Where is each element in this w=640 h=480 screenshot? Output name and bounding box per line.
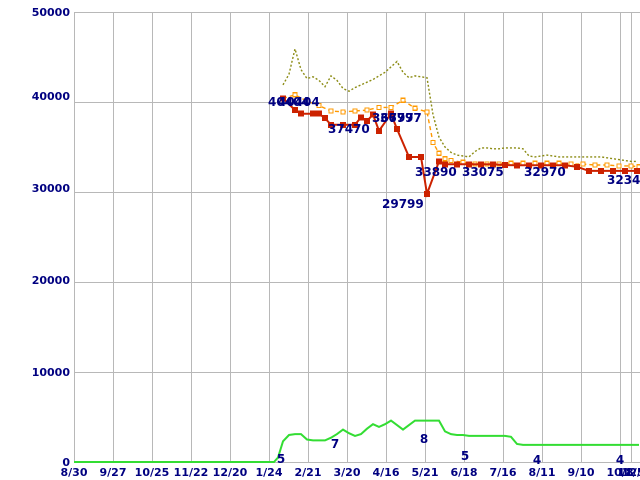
y-tick-label: 40000: [32, 90, 71, 103]
x-tick-label: 6/18: [451, 466, 478, 479]
data-point-label: 5: [277, 452, 285, 466]
series-main-price: [280, 95, 640, 198]
x-tick-label: 12/20: [213, 466, 248, 479]
x-axis-tick-labels: 8/30 9/27 10/25 11/22 12/20 1/24 2/21 3/20 4/16 5…: [61, 466, 640, 479]
data-point-label: 8: [420, 432, 428, 446]
series-upper-bound: [282, 46, 637, 163]
x-tick-label: 3/20: [334, 466, 361, 479]
data-point-label: 40404: [278, 95, 320, 109]
data-point-label: 40404: [268, 95, 310, 109]
series-count-series: [74, 419, 639, 463]
data-point-label: 4: [533, 453, 541, 467]
data-point-labels: 4040440404374703679736797338902979933075…: [268, 95, 640, 467]
data-point-label: 36797: [372, 111, 414, 125]
y-tick-label: 10000: [32, 366, 71, 379]
x-tick-label: 11/22: [174, 466, 209, 479]
x-tick-label: 5/21: [412, 466, 439, 479]
x-tick-label: 1/24: [256, 466, 283, 479]
data-point-label: 33890: [415, 165, 457, 179]
data-point-label: 7: [331, 437, 339, 451]
x-tick-label: 8/11: [529, 466, 556, 479]
data-series-layer: [74, 46, 640, 463]
y-tick-label: 30000: [32, 182, 71, 195]
x-tick-label: 9/10: [568, 466, 595, 479]
x-tick-label: 12/12: [622, 466, 640, 479]
x-tick-label: 2/21: [295, 466, 322, 479]
data-point-label: 33075: [462, 165, 504, 179]
x-tick-label: 11/5: [618, 466, 640, 479]
x-tick-label: 10/25: [135, 466, 170, 479]
data-point-label: 4: [616, 453, 624, 467]
data-point-label: 32970: [524, 165, 566, 179]
y-axis-tick-labels: 50000 40000 30000 20000 10000 0: [32, 6, 71, 469]
data-point-label: 29799: [382, 197, 424, 211]
y-tick-label: 0: [62, 456, 70, 469]
x-tick-label: 8/30: [61, 466, 88, 479]
x-tick-label: 10/8: [607, 466, 634, 479]
data-point-label: 36797: [380, 111, 422, 125]
y-tick-label: 20000: [32, 274, 71, 287]
data-point-label: 32340: [607, 173, 640, 187]
data-point-label: 5: [461, 449, 469, 463]
x-tick-label: 9/27: [100, 466, 127, 479]
y-tick-label: 50000: [32, 6, 71, 19]
data-point-label: 37470: [328, 122, 370, 136]
x-tick-label: 7/16: [490, 466, 517, 479]
x-tick-label: 4/16: [373, 466, 400, 479]
